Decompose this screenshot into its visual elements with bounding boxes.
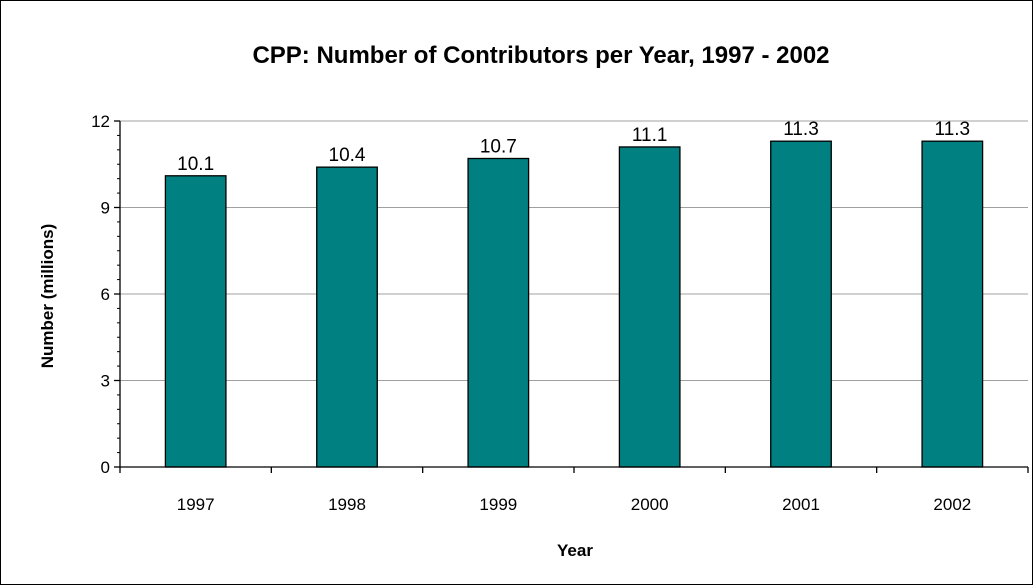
x-tick-label: 2001 xyxy=(782,495,820,514)
labels: 10.1 10.4 10.7 11.1 11.3 11.3 0 3 6 9 12 1997 1998 19… xyxy=(91,112,971,514)
y-tick-label: 0 xyxy=(101,458,110,477)
data-label: 10.7 xyxy=(480,136,517,157)
x-tick-label: 1997 xyxy=(177,495,215,514)
y-axis-label: Number (millions) xyxy=(38,224,57,369)
y-tick-label: 12 xyxy=(91,112,110,131)
x-tick-label: 2000 xyxy=(631,495,669,514)
data-label: 10.4 xyxy=(329,145,366,166)
gridlines xyxy=(120,120,1028,381)
bar-2002 xyxy=(921,140,984,468)
bar-1997 xyxy=(164,175,227,468)
bar-2001 xyxy=(770,140,832,468)
data-label: 11.3 xyxy=(783,119,819,140)
bar-1998 xyxy=(316,166,378,468)
y-tick-label: 9 xyxy=(101,199,110,218)
y-tick-label: 6 xyxy=(101,285,110,304)
y-tick-label: 3 xyxy=(101,372,110,391)
x-tick-label: 1999 xyxy=(479,495,517,514)
data-label: 11.1 xyxy=(632,125,668,146)
bars xyxy=(164,140,984,468)
bar-2000 xyxy=(618,146,681,468)
data-label: 11.3 xyxy=(935,119,971,140)
data-label: 10.1 xyxy=(177,154,214,175)
x-tick-label: 1998 xyxy=(328,495,366,514)
bar-1999 xyxy=(467,157,530,468)
x-tick-label: 2002 xyxy=(933,495,971,514)
x-axis-label: Year xyxy=(557,541,593,560)
axes xyxy=(114,120,1029,473)
chart-title: CPP: Number of Contributors per Year, 19… xyxy=(252,42,829,69)
